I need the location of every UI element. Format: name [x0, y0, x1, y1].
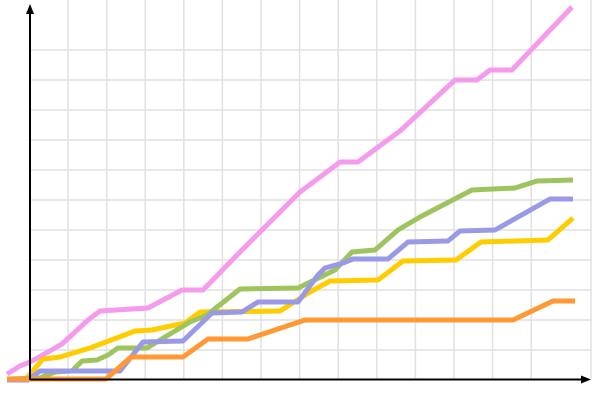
grid [30, 0, 592, 379]
series-lines [5, 5, 575, 383]
y-axis-arrowhead-icon [26, 4, 34, 14]
x-axis-arrowhead-icon [581, 375, 591, 384]
axes [26, 4, 591, 384]
pink-series-line [5, 5, 574, 377]
gold-series-line [7, 216, 575, 383]
orange-series-line [7, 298, 575, 382]
